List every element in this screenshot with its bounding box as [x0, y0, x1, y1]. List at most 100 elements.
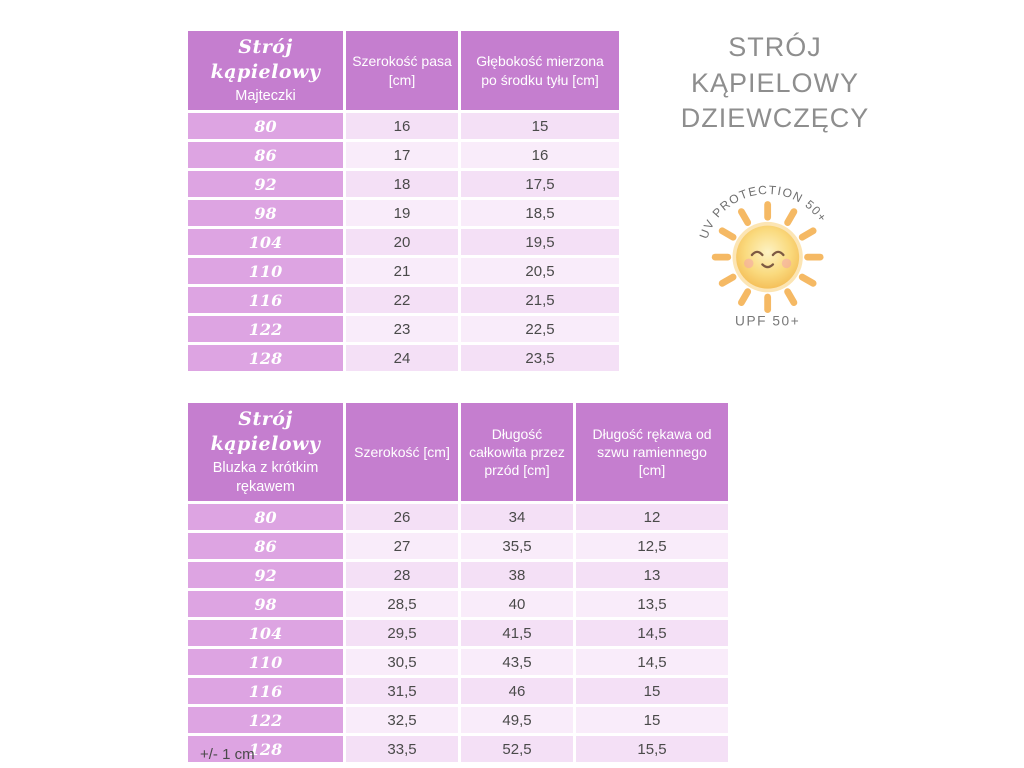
product-name: Strój kąpielowy [210, 408, 321, 455]
column-header-sleeve-length: Długość rękawa od szwu ramiennego [cm] [576, 403, 728, 502]
front-length-cell: 34 [461, 504, 573, 531]
product-name: Strój kąpielowy [210, 36, 321, 83]
back-depth-cell: 23,5 [461, 345, 619, 372]
tolerance-note: +/- 1 cm [200, 746, 255, 763]
page-title-line: STRÓJ [728, 32, 822, 62]
front-length-cell: 52,5 [461, 736, 573, 763]
blouse-size-table: Strój kąpielowy Bluzka z krótkim rękawem… [185, 400, 731, 766]
column-header-front-length: Długość całkowita przez przód [cm] [461, 403, 573, 502]
size-cell: 110 [188, 258, 343, 285]
cheek-right-icon [781, 258, 792, 268]
sleeve-length-cell: 14,5 [576, 620, 728, 647]
table-row: 128 33,5 52,5 15,5 [188, 736, 728, 763]
table-row: 110 21 20,5 [188, 258, 619, 285]
table-row: 98 19 18,5 [188, 200, 619, 227]
front-length-cell: 41,5 [461, 620, 573, 647]
size-cell: 116 [188, 287, 343, 314]
back-depth-cell: 17,5 [461, 171, 619, 198]
size-cell: 104 [188, 620, 343, 647]
size-cell: 122 [188, 316, 343, 343]
waist-width-cell: 17 [346, 142, 458, 169]
table-row: 80 16 15 [188, 113, 619, 140]
waist-width-cell: 23 [346, 316, 458, 343]
size-cell: 116 [188, 678, 343, 705]
table-header-row: Strój kąpielowy Majteczki Szerokość pasa… [188, 31, 619, 111]
size-cell: 80 [188, 113, 343, 140]
table-row: 116 31,5 46 15 [188, 678, 728, 705]
size-cell: 80 [188, 504, 343, 531]
waist-width-cell: 19 [346, 200, 458, 227]
sun-face-icon [750, 250, 785, 269]
sleeve-length-cell: 13 [576, 562, 728, 589]
size-cell: 128 [188, 345, 343, 372]
back-depth-cell: 15 [461, 113, 619, 140]
back-depth-cell: 20,5 [461, 258, 619, 285]
width-cell: 31,5 [346, 678, 458, 705]
upf-text: UPF 50+ [735, 313, 800, 328]
size-cell: 92 [188, 171, 343, 198]
sun-rays-icon [711, 201, 824, 313]
width-cell: 33,5 [346, 736, 458, 763]
column-header-width: Szerokość [cm] [346, 403, 458, 502]
table-row: 128 24 23,5 [188, 345, 619, 372]
width-cell: 26 [346, 504, 458, 531]
width-cell: 29,5 [346, 620, 458, 647]
size-cell: 122 [188, 707, 343, 734]
sleeve-length-cell: 13,5 [576, 591, 728, 618]
product-header-cell: Strój kąpielowy Bluzka z krótkim rękawem [188, 403, 343, 502]
table-row: 110 30,5 43,5 14,5 [188, 649, 728, 676]
panties-size-table: Strój kąpielowy Majteczki Szerokość pasa… [185, 28, 622, 375]
table-row: 116 22 21,5 [188, 287, 619, 314]
size-cell: 104 [188, 229, 343, 256]
waist-width-cell: 21 [346, 258, 458, 285]
size-cell: 86 [188, 533, 343, 560]
table-row: 86 27 35,5 12,5 [188, 533, 728, 560]
product-variant: Majteczki [235, 88, 296, 105]
table-row: 92 28 38 13 [188, 562, 728, 589]
back-depth-cell: 18,5 [461, 200, 619, 227]
width-cell: 32,5 [346, 707, 458, 734]
column-header-back-depth: Głębokość mierzona po środku tyłu [cm] [461, 31, 619, 111]
waist-width-cell: 18 [346, 171, 458, 198]
size-cell: 98 [188, 200, 343, 227]
sleeve-length-cell: 15 [576, 707, 728, 734]
width-cell: 27 [346, 533, 458, 560]
width-cell: 28 [346, 562, 458, 589]
table-row: 80 26 34 12 [188, 504, 728, 531]
sleeve-length-cell: 12 [576, 504, 728, 531]
front-length-cell: 49,5 [461, 707, 573, 734]
table-row: 86 17 16 [188, 142, 619, 169]
waist-width-cell: 16 [346, 113, 458, 140]
uv-protection-badge: UV PROTECTION 50+ UPF 50+ [691, 174, 831, 328]
front-length-cell: 46 [461, 678, 573, 705]
sleeve-length-cell: 12,5 [576, 533, 728, 560]
waist-width-cell: 20 [346, 229, 458, 256]
column-header-waist-width: Szerokość pasa [cm] [346, 31, 458, 111]
table-row: 104 20 19,5 [188, 229, 619, 256]
size-cell: 110 [188, 649, 343, 676]
page-title: STRÓJ KĄPIELOWY DZIEWCZĘCY [635, 30, 915, 137]
front-length-cell: 40 [461, 591, 573, 618]
width-cell: 30,5 [346, 649, 458, 676]
product-header-cell: Strój kąpielowy Majteczki [188, 31, 343, 111]
table-row: 104 29,5 41,5 14,5 [188, 620, 728, 647]
table-header-row: Strój kąpielowy Bluzka z krótkim rękawem… [188, 403, 728, 502]
sleeve-length-cell: 15 [576, 678, 728, 705]
front-length-cell: 43,5 [461, 649, 573, 676]
width-cell: 28,5 [346, 591, 458, 618]
back-depth-cell: 16 [461, 142, 619, 169]
page-title-line: KĄPIELOWY [690, 67, 860, 98]
size-cell: 128 [188, 736, 343, 763]
table-row: 122 32,5 49,5 15 [188, 707, 728, 734]
sleeve-length-cell: 14,5 [576, 649, 728, 676]
table-row: 98 28,5 40 13,5 [188, 591, 728, 618]
table-row: 92 18 17,5 [188, 171, 619, 198]
front-length-cell: 38 [461, 562, 573, 589]
back-depth-cell: 19,5 [461, 229, 619, 256]
size-cell: 92 [188, 562, 343, 589]
front-length-cell: 35,5 [461, 533, 573, 560]
back-depth-cell: 21,5 [461, 287, 619, 314]
size-cell: 86 [188, 142, 343, 169]
right-panel: STRÓJ KĄPIELOWY DZIEWCZĘCY [635, 30, 915, 344]
sun-icon [736, 225, 800, 289]
